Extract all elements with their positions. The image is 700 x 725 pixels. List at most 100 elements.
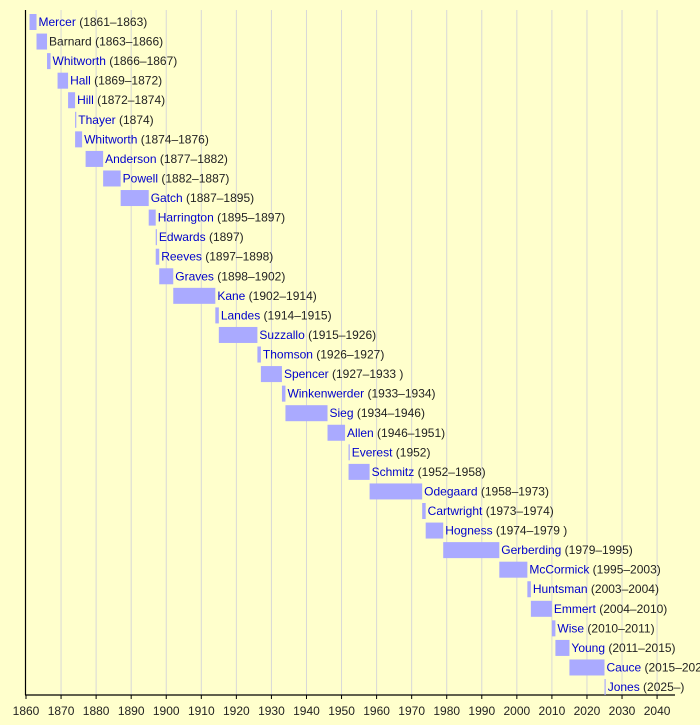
- tenure-bar: [348, 444, 350, 461]
- president-link[interactable]: Cartwright: [428, 504, 483, 518]
- tenure-dates: (1877–1882): [157, 152, 228, 166]
- x-tick-label: 1990: [468, 704, 495, 718]
- entry-label: Powell (1882–1887): [123, 171, 230, 185]
- tenure-bar: [215, 307, 219, 324]
- president-link[interactable]: Wise: [557, 621, 584, 635]
- tenure-bar: [103, 170, 121, 187]
- tenure-bar: [285, 405, 328, 422]
- president-link[interactable]: Hall: [70, 74, 91, 88]
- timeline-entry: McCormick (1995–2003): [499, 561, 661, 578]
- tenure-dates: (1898–1902): [214, 269, 285, 283]
- tenure-bar: [257, 346, 261, 363]
- president-link[interactable]: Suzzallo: [259, 328, 305, 342]
- entry-label: Thomson (1926–1927): [263, 348, 384, 362]
- president-link[interactable]: Everest: [352, 445, 393, 459]
- tenure-bar: [85, 150, 104, 167]
- tenure-dates: (1914–1915): [260, 308, 331, 322]
- timeline-entry: Hall (1869–1872): [57, 72, 162, 89]
- president-link[interactable]: Landes: [221, 308, 260, 322]
- president-link[interactable]: Edwards: [159, 230, 206, 244]
- president-link[interactable]: Huntsman: [533, 582, 588, 596]
- x-tick-label: 1860: [13, 704, 40, 718]
- president-link[interactable]: Powell: [123, 171, 158, 185]
- timeline-entry: Cartwright (1973–1974): [422, 503, 554, 519]
- president-link[interactable]: Spencer: [284, 367, 329, 381]
- president-link[interactable]: Cauce: [606, 660, 641, 674]
- x-tick-label: 2040: [644, 704, 671, 718]
- entry-label: Landes (1914–1915): [221, 308, 332, 322]
- timeline-entry: Allen (1946–1951): [327, 424, 445, 441]
- timeline-entry: Whitworth (1866–1867): [47, 53, 177, 70]
- timeline-entry: Gatch (1887–1895): [120, 190, 254, 207]
- tenure-bar: [155, 248, 160, 265]
- tenure-dates: (1952): [392, 445, 430, 459]
- tenure-dates: (1869–1872): [91, 74, 162, 88]
- x-tick-label: 2000: [503, 704, 530, 718]
- president-link[interactable]: Graves: [175, 269, 214, 283]
- tenure-dates: (1946–1951): [374, 426, 445, 440]
- president-link[interactable]: Harrington: [158, 211, 214, 225]
- x-tick-label: 2020: [574, 704, 601, 718]
- president-link[interactable]: Gatch: [151, 191, 183, 205]
- president-link[interactable]: Anderson: [105, 152, 156, 166]
- entry-label: Whitworth (1874–1876): [84, 132, 209, 146]
- entry-label: Harrington (1895–1897): [158, 211, 285, 225]
- tenure-dates: (2015–2025): [641, 660, 700, 674]
- timeline-entry: Anderson (1877–1882): [85, 150, 228, 167]
- entry-label: Graves (1898–1902): [175, 269, 285, 283]
- entry-label: Wise (2010–2011): [557, 621, 654, 635]
- president-link[interactable]: McCormick: [529, 563, 590, 577]
- timeline-entry: Whitworth (1874–1876): [75, 131, 209, 148]
- president-link[interactable]: Whitworth: [53, 54, 106, 68]
- timeline-entry: Sieg (1934–1946): [285, 405, 425, 422]
- tenure-bar: [443, 542, 500, 559]
- president-link[interactable]: Hill: [77, 93, 94, 107]
- timeline-entry: Edwards (1897): [155, 229, 244, 246]
- president-link[interactable]: Sieg: [330, 406, 354, 420]
- timeline-entry: Hill (1872–1874): [68, 92, 165, 109]
- president-link[interactable]: Whitworth: [84, 132, 137, 146]
- entry-label: Jones (2025–): [608, 680, 685, 694]
- tenure-dates: (1902–1914): [245, 289, 316, 303]
- tenure-dates: (1974–1979 ): [493, 524, 568, 538]
- x-tick-label: 1940: [293, 704, 320, 718]
- president-link[interactable]: Winkenwerder: [287, 387, 364, 401]
- president-link[interactable]: Thayer: [78, 113, 115, 127]
- entry-label: Hall (1869–1872): [70, 74, 162, 88]
- president-link[interactable]: Gerberding: [501, 543, 561, 557]
- president-link[interactable]: Odegaard: [424, 484, 477, 498]
- tenure-bar: [148, 209, 156, 226]
- entry-label: Barnard (1863–1866): [49, 35, 163, 49]
- entry-label: Hogness (1974–1979 ): [445, 524, 567, 538]
- president-link[interactable]: Young: [571, 641, 605, 655]
- president-link[interactable]: Emmert: [554, 602, 597, 616]
- president-link[interactable]: Kane: [217, 289, 245, 303]
- tenure-bar: [604, 679, 606, 696]
- president-link[interactable]: Hogness: [445, 524, 492, 538]
- entry-label: Gatch (1887–1895): [151, 191, 254, 205]
- timeline-entry: Thayer (1874): [75, 111, 154, 128]
- x-tick-label: 1890: [118, 704, 145, 718]
- president-link[interactable]: Allen: [347, 426, 374, 440]
- tenure-bar: [57, 72, 69, 89]
- president-link[interactable]: Thomson: [263, 348, 313, 362]
- tenure-dates: (2004–2010): [596, 602, 667, 616]
- tenure-dates: (1874): [116, 113, 154, 127]
- tenure-dates: (2010–2011): [584, 621, 655, 635]
- timeline-entry: Wise (2010–2011): [551, 620, 655, 637]
- president-link[interactable]: Mercer: [39, 15, 76, 29]
- president-link[interactable]: Reeves: [161, 250, 202, 264]
- tenure-bar: [527, 581, 531, 598]
- entry-label: Everest (1952): [352, 445, 431, 459]
- president-link[interactable]: Jones: [608, 680, 640, 694]
- president-link[interactable]: Schmitz: [372, 465, 415, 479]
- timeline-entry: Winkenwerder (1933–1934): [281, 385, 436, 402]
- entry-label: Cartwright (1973–1974): [428, 504, 554, 518]
- entry-label: Cauce (2015–2025): [606, 660, 700, 674]
- entry-label: Huntsman (2003–2004): [533, 582, 659, 596]
- timeline-entry: Suzzallo (1915–1926): [218, 326, 376, 343]
- timeline-entry: Cauce (2015–2025): [569, 659, 700, 676]
- timeline-entry: Harrington (1895–1897): [148, 209, 285, 226]
- timeline-entry: Powell (1882–1887): [103, 170, 230, 187]
- tenure-bar: [173, 287, 216, 304]
